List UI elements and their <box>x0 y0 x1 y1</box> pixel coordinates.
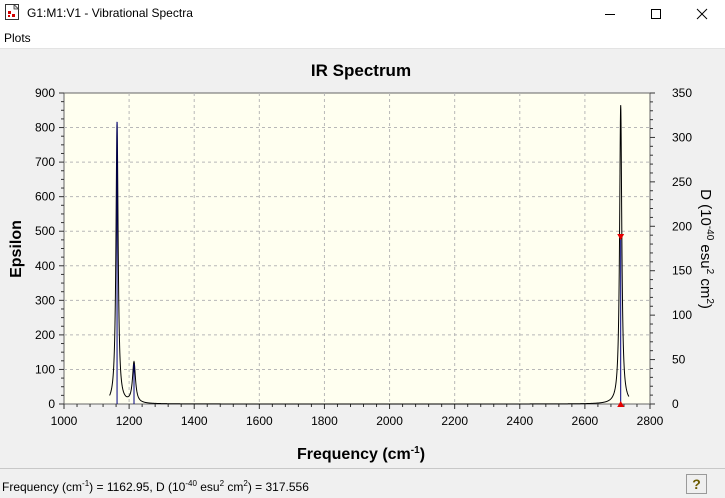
y2-tick-label: 350 <box>672 86 692 100</box>
maximize-button[interactable] <box>633 0 679 27</box>
grid-lines <box>64 93 650 404</box>
x-tick-label: 1600 <box>246 414 273 428</box>
x-tick-label: 1800 <box>311 414 338 428</box>
spectrum-line <box>109 105 630 405</box>
y-tick-label: 800 <box>35 121 55 135</box>
title-bar: G1:M1:V1 - Vibrational Spectra <box>0 0 725 27</box>
ir-spectrum-chart[interactable]: IR Spectrum 1000 1200 1400 1600 1800 2000 2200… <box>0 49 725 468</box>
y2-tick-label: 100 <box>672 308 692 322</box>
app-icon <box>5 4 20 20</box>
spectrum-series <box>109 105 630 405</box>
axes: 1000 1200 1400 1600 1800 2000 2200 2400 2600 2800… <box>35 86 692 428</box>
y2-axis-label: D (10-40 esu2 cm2) <box>697 189 715 309</box>
close-button[interactable] <box>679 0 725 27</box>
y-tick-label: 400 <box>35 259 55 273</box>
y-tick-label: 600 <box>35 190 55 204</box>
stick-spectrum <box>116 121 622 404</box>
y2-tick-label: 200 <box>672 219 692 233</box>
y-tick-label: 900 <box>35 86 55 100</box>
y2-tick-label: 250 <box>672 175 692 189</box>
y2-tick-label: 300 <box>672 130 692 144</box>
plot-background <box>63 92 651 405</box>
y-tick-label: 200 <box>35 328 55 342</box>
close-icon <box>696 8 708 19</box>
window-title: G1:M1:V1 - Vibrational Spectra <box>27 6 193 20</box>
chart-title: IR Spectrum <box>311 61 411 80</box>
y-tick-label: 0 <box>48 397 55 411</box>
minimize-icon <box>605 13 615 15</box>
y-tick-label: 700 <box>35 155 55 169</box>
question-mark-icon: ? <box>692 476 701 492</box>
y2-tick-label: 150 <box>672 264 692 278</box>
y-tick-label: 100 <box>35 362 55 376</box>
status-readout: Frequency (cm-1) = 1162.95, D (10-40 esu… <box>2 479 309 494</box>
x-tick-label: 2600 <box>572 414 599 428</box>
x-axis-label: Frequency (cm-1) <box>297 445 425 463</box>
x-tick-label: 1000 <box>51 414 78 428</box>
y-tick-label: 300 <box>35 293 55 307</box>
x-tick-label: 2000 <box>376 414 403 428</box>
y-axis-label: Epsilon <box>8 220 25 278</box>
y2-tick-label: 50 <box>672 353 686 367</box>
x-tick-label: 1400 <box>181 414 208 428</box>
x-tick-label: 2800 <box>637 414 664 428</box>
peak-marker <box>617 401 625 407</box>
y-tick-label: 500 <box>35 224 55 238</box>
menu-item-plots[interactable]: Plots <box>4 31 31 45</box>
x-tick-label: 2200 <box>441 414 468 428</box>
x-tick-label: 1200 <box>116 414 143 428</box>
x-tick-label: 2400 <box>506 414 533 428</box>
peak-markers <box>617 233 625 407</box>
menu-bar: Plots <box>0 27 725 49</box>
status-bar: Frequency (cm-1) = 1162.95, D (10-40 esu… <box>0 468 725 498</box>
y2-tick-label: 0 <box>672 397 679 411</box>
minimize-button[interactable] <box>587 0 633 27</box>
maximize-icon <box>651 8 661 19</box>
peak-marker <box>617 233 625 240</box>
help-button[interactable]: ? <box>686 474 707 494</box>
